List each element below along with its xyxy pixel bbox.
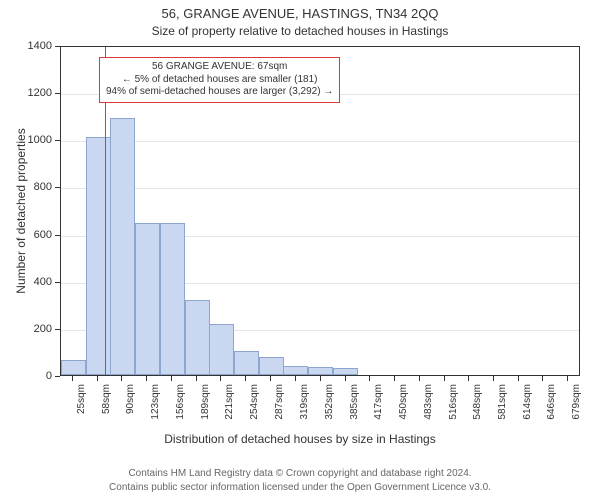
x-tick-mark (567, 376, 568, 381)
x-tick-label: 90sqm (125, 384, 136, 434)
x-tick-mark (295, 376, 296, 381)
x-tick-label: 614sqm (522, 384, 533, 434)
x-tick-mark (146, 376, 147, 381)
y-tick-mark (55, 235, 60, 236)
histogram-bar (110, 118, 135, 375)
histogram-bar (259, 357, 284, 375)
chart-container: 56, GRANGE AVENUE, HASTINGS, TN34 2QQ Si… (0, 0, 600, 500)
y-tick-mark (55, 187, 60, 188)
x-tick-mark (245, 376, 246, 381)
y-tick-label: 400 (12, 276, 52, 288)
grid-line (61, 141, 579, 142)
x-tick-mark (419, 376, 420, 381)
x-tick-label: 156sqm (175, 384, 186, 434)
x-axis-label: Distribution of detached houses by size … (0, 432, 600, 446)
x-tick-mark (270, 376, 271, 381)
x-tick-label: 646sqm (546, 384, 557, 434)
histogram-bar (234, 351, 259, 375)
x-tick-mark (121, 376, 122, 381)
x-tick-label: 25sqm (76, 384, 87, 434)
x-tick-label: 450sqm (398, 384, 409, 434)
x-tick-mark (97, 376, 98, 381)
histogram-bar (308, 367, 333, 375)
x-tick-mark (493, 376, 494, 381)
annotation-line: ← 5% of detached houses are smaller (181… (106, 74, 333, 87)
y-tick-mark (55, 329, 60, 330)
x-tick-mark (320, 376, 321, 381)
x-tick-mark (345, 376, 346, 381)
histogram-bar (283, 366, 308, 375)
y-tick-mark (55, 46, 60, 47)
y-tick-mark (55, 93, 60, 94)
annotation-line: 94% of semi-detached houses are larger (… (106, 86, 333, 99)
y-tick-mark (55, 140, 60, 141)
x-tick-label: 254sqm (249, 384, 260, 434)
histogram-bar (209, 324, 234, 375)
chart-title: 56, GRANGE AVENUE, HASTINGS, TN34 2QQ (0, 6, 600, 21)
y-tick-label: 200 (12, 323, 52, 335)
x-tick-mark (72, 376, 73, 381)
x-tick-label: 385sqm (349, 384, 360, 434)
x-tick-label: 516sqm (448, 384, 459, 434)
x-tick-mark (542, 376, 543, 381)
chart-subtitle: Size of property relative to detached ho… (0, 24, 600, 38)
annotation-line: 56 GRANGE AVENUE: 67sqm (106, 61, 333, 74)
x-tick-mark (196, 376, 197, 381)
x-tick-label: 581sqm (497, 384, 508, 434)
histogram-bar (135, 223, 160, 375)
y-tick-label: 600 (12, 229, 52, 241)
y-tick-label: 1200 (12, 87, 52, 99)
x-tick-mark (468, 376, 469, 381)
x-tick-mark (220, 376, 221, 381)
x-tick-label: 319sqm (299, 384, 310, 434)
x-tick-label: 679sqm (571, 384, 582, 434)
y-tick-label: 1000 (12, 134, 52, 146)
x-tick-label: 287sqm (274, 384, 285, 434)
x-tick-mark (444, 376, 445, 381)
histogram-bar (61, 360, 86, 375)
x-tick-label: 221sqm (224, 384, 235, 434)
x-tick-mark (369, 376, 370, 381)
x-tick-label: 58sqm (101, 384, 112, 434)
x-tick-mark (394, 376, 395, 381)
grid-line (61, 188, 579, 189)
x-tick-label: 352sqm (324, 384, 335, 434)
x-tick-label: 189sqm (200, 384, 211, 434)
y-tick-label: 800 (12, 181, 52, 193)
histogram-bar (160, 223, 185, 375)
y-tick-label: 1400 (12, 40, 52, 52)
histogram-bar (86, 137, 111, 375)
x-tick-mark (171, 376, 172, 381)
histogram-bar (333, 368, 358, 375)
x-tick-label: 417sqm (373, 384, 384, 434)
footer-line-1: Contains HM Land Registry data © Crown c… (0, 468, 600, 479)
y-tick-mark (55, 282, 60, 283)
x-tick-label: 548sqm (472, 384, 483, 434)
x-tick-label: 483sqm (423, 384, 434, 434)
x-tick-label: 123sqm (150, 384, 161, 434)
plot-area: 56 GRANGE AVENUE: 67sqm← 5% of detached … (60, 46, 580, 376)
footer-line-2: Contains public sector information licen… (0, 482, 600, 493)
histogram-bar (185, 300, 210, 375)
y-tick-label: 0 (12, 370, 52, 382)
y-tick-mark (55, 376, 60, 377)
annotation-box: 56 GRANGE AVENUE: 67sqm← 5% of detached … (99, 57, 340, 103)
x-tick-mark (518, 376, 519, 381)
